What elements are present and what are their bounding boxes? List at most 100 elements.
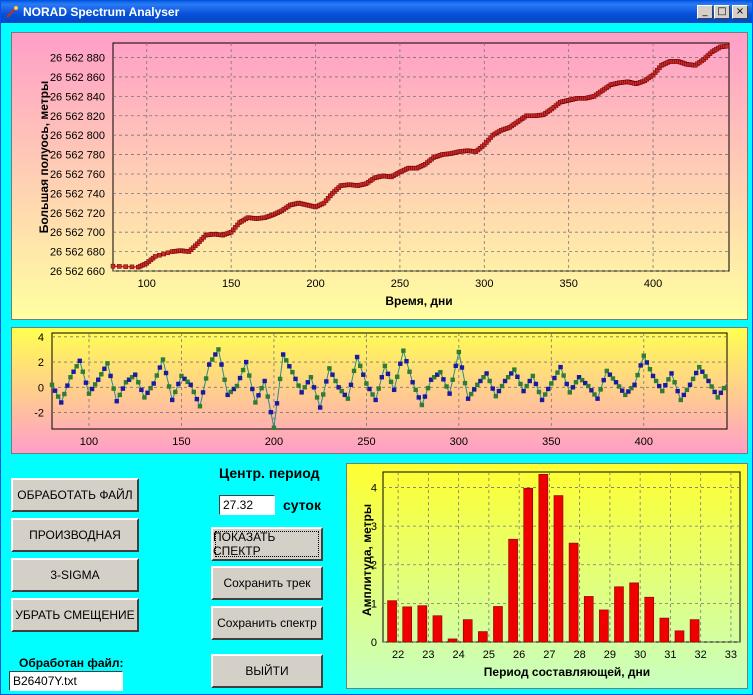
chart2-data-point xyxy=(496,388,502,394)
chart3-bar xyxy=(417,605,428,643)
chart2-data-point xyxy=(391,387,397,393)
show-spectrum-button[interactable]: ПОКАЗАТЬ СПЕКТР xyxy=(211,527,323,561)
chart1-ytick: 26 562 760 xyxy=(50,169,105,181)
chart2-data-point xyxy=(410,380,415,385)
chart2-data-point xyxy=(188,382,193,387)
chart3-bar xyxy=(568,542,579,643)
chart1-ytick: 26 562 780 xyxy=(50,150,105,162)
chart2-data-point xyxy=(142,395,147,400)
chart2-data-point xyxy=(49,382,55,387)
chart2-data-point xyxy=(653,378,659,384)
chart3-ytick: 1 xyxy=(371,598,377,610)
chart2-data-point xyxy=(530,373,536,379)
chart2-data-point xyxy=(413,387,418,393)
chart2-data-point xyxy=(265,394,270,399)
chart3-ytick: 0 xyxy=(371,637,377,649)
chart2-data-point xyxy=(690,376,696,382)
processed-file-field[interactable]: B26407Y.txt xyxy=(9,671,123,691)
chart3-bar xyxy=(538,474,549,643)
minimize-button[interactable]: _ xyxy=(697,5,713,19)
chart2-data-point xyxy=(290,369,295,375)
chart2-data-point xyxy=(296,383,301,388)
chart1-ytick: 26 562 700 xyxy=(50,227,105,239)
chart2-data-point xyxy=(206,362,212,367)
chart2-data-point xyxy=(669,371,674,376)
chart2-data-point xyxy=(524,383,529,389)
chart2-data-point xyxy=(92,382,98,387)
chart3-bar xyxy=(387,600,397,643)
chart2-data-point xyxy=(536,389,542,395)
chart2-data-point xyxy=(327,366,332,371)
chart2-data-point xyxy=(718,390,724,395)
chart2-data-point xyxy=(475,382,480,387)
chart2-data-point xyxy=(80,369,86,374)
chart2-data-point xyxy=(450,377,455,382)
chart2-data-point xyxy=(601,377,606,383)
chart2-data-point xyxy=(191,389,196,395)
chart2-data-point xyxy=(102,366,107,371)
chart2-data-point xyxy=(148,385,153,391)
close-button[interactable]: × xyxy=(732,5,748,19)
chart2-data-point xyxy=(194,396,200,402)
three-sigma-button[interactable]: 3-SIGMA xyxy=(11,558,139,592)
chart2-xtick: 400 xyxy=(635,436,653,448)
chart2-data-point xyxy=(108,373,113,379)
chart2-data-point xyxy=(55,394,61,399)
chart2-data-point xyxy=(635,372,640,378)
chart2-data-point xyxy=(268,409,274,415)
chart2-data-point xyxy=(170,397,175,403)
chart2-data-point xyxy=(564,381,569,387)
chart3-xtick: 22 xyxy=(392,649,404,661)
chart2-data-point xyxy=(586,383,591,389)
chart2-data-point xyxy=(373,397,378,403)
chart2-data-point xyxy=(136,380,141,385)
processed-file-label: Обработан файл: xyxy=(19,656,124,670)
chart1-ylabel: Большая полуось, метры xyxy=(37,81,51,234)
chart2-data-point xyxy=(256,393,261,398)
chart3-xtick: 27 xyxy=(543,649,555,661)
chart3-xtick: 23 xyxy=(422,649,434,661)
chart2-data-point xyxy=(321,392,326,397)
chart2-data-point xyxy=(490,386,495,391)
chart2-data-point xyxy=(114,399,119,404)
chart3-bar xyxy=(493,606,503,643)
chart2-data-point xyxy=(157,365,163,370)
maximize-button[interactable]: □ xyxy=(714,5,730,19)
center-period-input[interactable]: 27.32 xyxy=(219,495,275,515)
chart3-xtick: 24 xyxy=(453,649,465,661)
chart2-data-point xyxy=(638,363,643,368)
chart3-bar xyxy=(402,606,413,643)
chart2-data-point xyxy=(431,375,437,380)
chart2-data-point xyxy=(330,372,335,377)
process-file-button[interactable]: ОБРАБОТАТЬ ФАЙЛ xyxy=(11,478,139,512)
chart3-bar xyxy=(508,538,518,643)
chart2-data-point xyxy=(706,378,711,384)
exit-button[interactable]: ВЫЙТИ xyxy=(211,654,323,688)
chart2-data-point xyxy=(647,367,653,372)
chart1-ytick: 26 562 680 xyxy=(50,247,105,259)
chart2-data-point xyxy=(339,388,344,394)
chart2-data-point xyxy=(709,384,714,389)
chart2-data-point xyxy=(546,386,551,392)
chart2-data-point xyxy=(428,377,434,382)
save-track-button[interactable]: Сохранить трек xyxy=(211,566,323,600)
remove-offset-button[interactable]: УБРАТЬ СМЕЩЕНИЕ xyxy=(11,598,139,632)
chart3-xtick: 28 xyxy=(574,649,586,661)
chart2-data-point xyxy=(549,381,554,386)
chart2-data-point xyxy=(59,400,64,405)
chart2-data-point xyxy=(151,381,156,386)
chart2-data-point xyxy=(65,383,70,388)
chart2-data-point xyxy=(678,397,683,403)
chart2-data-point xyxy=(453,363,458,369)
save-spectrum-button[interactable]: Сохранить спектр xyxy=(211,606,323,640)
chart2-data-point xyxy=(456,349,462,355)
chart1-ytick: 26 562 720 xyxy=(50,208,105,220)
chart2-xtick: 350 xyxy=(542,436,560,448)
chart2-data-point xyxy=(641,353,646,358)
chart2-data-point xyxy=(354,354,360,360)
chart2-data-point xyxy=(342,392,348,398)
chart-derivative: 4 2 0 -2 100 150 200 250 300 350 400 xyxy=(34,332,728,448)
derivative-button[interactable]: ПРОИЗВОДНАЯ xyxy=(11,518,139,552)
chart2-data-point xyxy=(592,392,597,397)
chart2-data-point xyxy=(561,373,566,378)
